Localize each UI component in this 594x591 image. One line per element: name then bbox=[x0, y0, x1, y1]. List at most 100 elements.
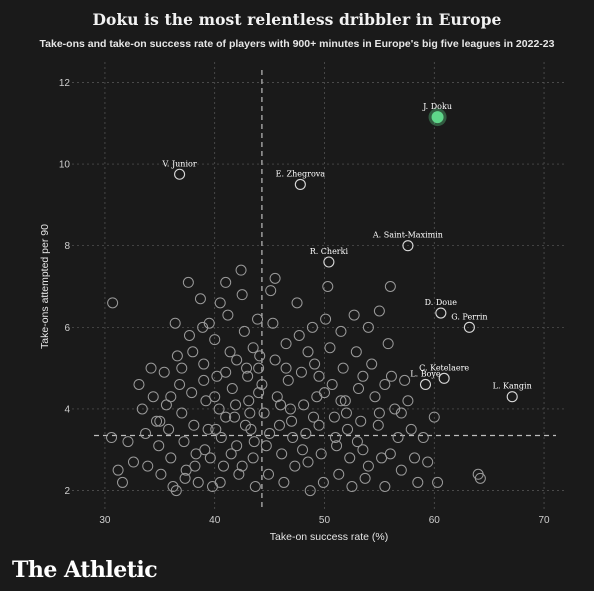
player-point bbox=[253, 387, 265, 399]
player-point bbox=[182, 276, 194, 288]
player-point bbox=[116, 476, 128, 488]
player-point bbox=[165, 391, 177, 403]
player-point bbox=[306, 321, 318, 333]
player-point bbox=[207, 481, 219, 493]
player-label: V. Junior bbox=[161, 159, 196, 168]
player-label: R. Cherki bbox=[310, 247, 349, 256]
player-point bbox=[382, 338, 394, 350]
player-point bbox=[284, 403, 296, 415]
player-point bbox=[263, 468, 275, 480]
player-point bbox=[357, 444, 369, 456]
player-point bbox=[163, 423, 175, 435]
player-point bbox=[417, 432, 429, 444]
player-point bbox=[351, 436, 363, 448]
player-point bbox=[245, 423, 257, 435]
player-point bbox=[106, 432, 118, 444]
player-point bbox=[239, 419, 251, 431]
player-point bbox=[236, 289, 248, 301]
player-point bbox=[320, 313, 332, 325]
player-point bbox=[276, 448, 288, 460]
player-point bbox=[180, 464, 192, 476]
player-point bbox=[318, 387, 330, 399]
player-point bbox=[211, 370, 223, 382]
brand-logo: The Athletic bbox=[12, 557, 158, 583]
x-tick-label: 30 bbox=[99, 515, 111, 526]
player-point bbox=[302, 346, 314, 358]
reference-lines bbox=[94, 70, 556, 511]
player-point bbox=[200, 395, 212, 407]
player-point bbox=[298, 399, 310, 411]
player-point bbox=[186, 387, 198, 399]
player-point bbox=[335, 325, 347, 337]
labeled-player-point bbox=[323, 256, 335, 268]
player-point bbox=[254, 350, 266, 362]
player-point bbox=[198, 358, 210, 370]
player-point bbox=[412, 476, 424, 488]
player-point bbox=[399, 374, 411, 386]
player-label: L. Kangin bbox=[493, 382, 532, 391]
player-point bbox=[187, 346, 199, 358]
player-point bbox=[242, 370, 254, 382]
player-point bbox=[402, 395, 414, 407]
player-point bbox=[107, 297, 119, 309]
player-point bbox=[140, 427, 152, 439]
player-point bbox=[220, 276, 232, 288]
player-point bbox=[348, 309, 360, 321]
player-point bbox=[224, 346, 236, 358]
player-point bbox=[236, 460, 248, 472]
player-point bbox=[328, 411, 340, 423]
player-point bbox=[366, 358, 378, 370]
player-point bbox=[346, 481, 358, 493]
player-point bbox=[335, 395, 347, 407]
player-point bbox=[235, 264, 247, 276]
player-point bbox=[122, 436, 134, 448]
player-point bbox=[342, 423, 354, 435]
player-point bbox=[304, 485, 316, 497]
player-point bbox=[178, 436, 190, 448]
player-point bbox=[308, 411, 320, 423]
player-point bbox=[344, 452, 356, 464]
player-point bbox=[214, 476, 226, 488]
player-point bbox=[384, 281, 396, 292]
player-point bbox=[203, 317, 215, 329]
player-point bbox=[373, 305, 385, 317]
player-point bbox=[176, 362, 188, 374]
player-point bbox=[192, 476, 204, 488]
labeled-player-point bbox=[402, 240, 414, 252]
player-point bbox=[197, 321, 209, 333]
player-point bbox=[302, 456, 314, 468]
player-point bbox=[249, 481, 261, 493]
player-point bbox=[385, 370, 397, 382]
player-label: L. Boye bbox=[410, 369, 441, 378]
player-point bbox=[337, 362, 349, 374]
player-point bbox=[142, 460, 154, 472]
player-point bbox=[248, 436, 260, 448]
player-point bbox=[372, 419, 384, 431]
player-point bbox=[198, 374, 210, 386]
player-label: E. Zhegrova bbox=[276, 169, 326, 178]
player-point bbox=[112, 464, 124, 476]
player-point bbox=[194, 293, 206, 305]
labeled-player-point bbox=[419, 378, 432, 391]
player-point bbox=[183, 329, 195, 341]
player-point bbox=[253, 362, 265, 374]
player-point bbox=[165, 452, 177, 464]
player-point bbox=[273, 419, 285, 431]
player-point bbox=[287, 432, 299, 444]
chart-subtitle: Take-ons and take-on success rate of pla… bbox=[39, 38, 555, 50]
point-labels: J. Doku V. Junior E. Zhegrova A. Saint-Maxi… bbox=[161, 102, 531, 391]
player-point bbox=[322, 281, 334, 292]
player-point bbox=[280, 338, 292, 350]
player-point bbox=[220, 411, 232, 423]
player-point bbox=[133, 378, 145, 390]
player-point bbox=[252, 313, 264, 325]
player-point bbox=[244, 407, 256, 419]
x-tick-label: 50 bbox=[319, 515, 331, 526]
player-point bbox=[158, 366, 170, 378]
player-point bbox=[267, 317, 279, 329]
y-tick-label: 6 bbox=[64, 323, 70, 334]
y-axis-label: Take-ons attempted per 90 bbox=[39, 224, 51, 349]
player-point bbox=[409, 452, 421, 464]
player-point bbox=[171, 350, 183, 362]
